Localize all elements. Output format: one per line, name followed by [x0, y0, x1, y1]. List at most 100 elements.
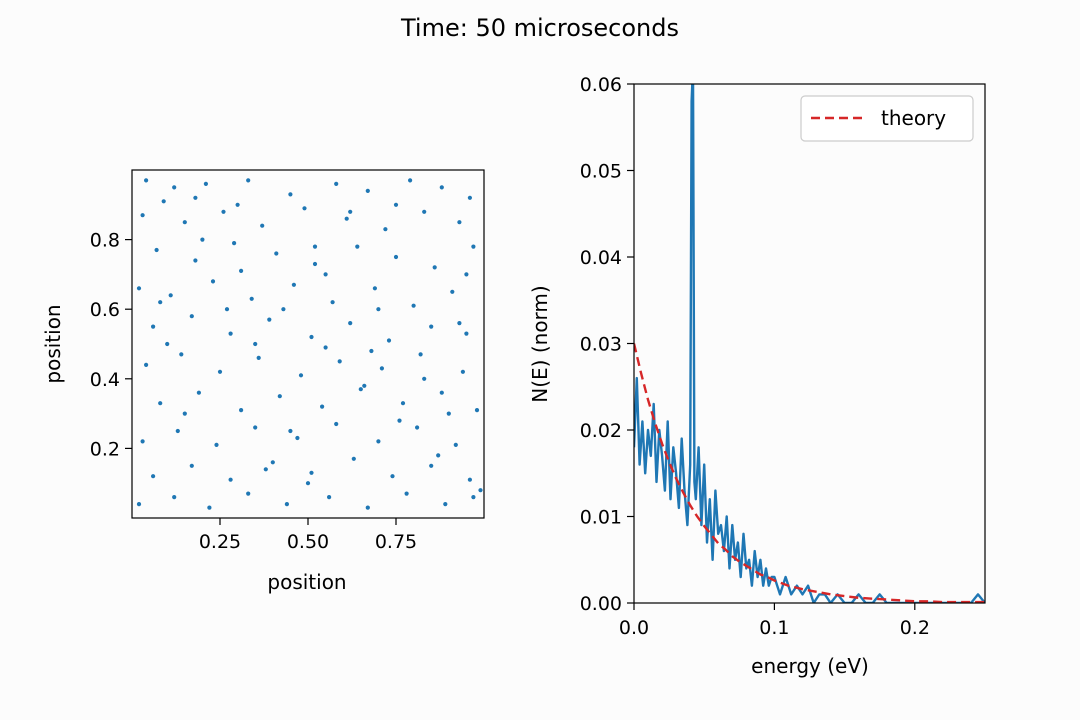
scatter-point [207, 505, 212, 510]
scatter-point [379, 366, 384, 371]
scatter-point [302, 206, 307, 211]
scatter-point [182, 411, 187, 416]
scatter-point [158, 300, 163, 305]
scatter-point [210, 279, 216, 284]
energy-x-label: energy (eV) [751, 654, 869, 678]
scatter-point [158, 401, 163, 406]
spectrum-series-line [634, 84, 985, 603]
scatter-point [404, 491, 409, 496]
scatter-point [355, 244, 360, 249]
scatter-point [172, 495, 177, 500]
scatter-point [161, 199, 166, 204]
scatter-point [408, 178, 413, 183]
scatter-point [429, 463, 434, 468]
energy-x-tick-label: 0.2 [900, 617, 930, 639]
scatter-point [277, 394, 282, 399]
scatter-point [182, 220, 187, 225]
energy-plot: 0.0 0.1 0.2 0.00 0.01 0.02 0.03 0.04 0.05 0.06 e… [528, 74, 986, 678]
energy-x-tick-label: 0.1 [759, 617, 789, 639]
scatter-point [478, 488, 483, 493]
scatter-point [136, 502, 142, 507]
energy-x-tick-label: 0.0 [619, 617, 649, 639]
scatter-point [457, 321, 462, 326]
scatter-point [217, 369, 223, 374]
scatter-point [253, 425, 258, 430]
scatter-point [239, 408, 244, 413]
scatter-point [305, 481, 311, 486]
scatter-point [312, 261, 318, 267]
scatter-point [246, 178, 251, 183]
scatter-point [376, 439, 381, 444]
scatter-point [140, 439, 145, 444]
scatter-point [284, 502, 289, 507]
scatter-point [348, 209, 353, 214]
scatter-point [179, 352, 184, 357]
scatter-point [358, 387, 363, 392]
energy-y-tick-label: 0.02 [580, 420, 622, 442]
scatter-point [224, 307, 230, 312]
scatter-point [193, 195, 198, 200]
scatter-point [288, 428, 293, 434]
scatter-x-label: position [267, 570, 346, 594]
scatter-point [393, 254, 399, 260]
scatter-point [397, 418, 402, 423]
energy-y-label: N(E) (norm) [528, 285, 552, 402]
scatter-point [291, 282, 296, 287]
scatter-point [365, 505, 370, 510]
scatter-point [175, 428, 180, 434]
scatter-y-tick-label: 0.8 [90, 230, 120, 252]
energy-y-tick-label: 0.05 [580, 161, 622, 183]
scatter-point [312, 244, 318, 249]
scatter-point [439, 390, 444, 395]
scatter-point [418, 352, 423, 357]
legend: theory [800, 95, 974, 142]
scatter-point [144, 362, 149, 367]
scatter-point [200, 237, 205, 242]
scatter-point [348, 321, 353, 326]
scatter-point [253, 341, 258, 347]
scatter-point [193, 258, 198, 263]
scatter-point [400, 401, 406, 406]
scatter-point [165, 341, 170, 347]
scatter-point [136, 286, 142, 291]
scatter-y-ticks: 0.2 0.4 0.6 0.8 [90, 230, 132, 460]
scatter-point [228, 331, 233, 336]
scatter-y-label: position [41, 304, 65, 383]
scatter-point [327, 495, 332, 500]
figure-title: Time: 50 microseconds [400, 14, 679, 42]
scatter-point [221, 209, 226, 214]
scatter-point [323, 272, 328, 277]
scatter-point [383, 227, 388, 232]
scatter-point [422, 209, 427, 214]
scatter-point [263, 467, 268, 472]
energy-y-tick-label: 0.00 [580, 593, 622, 615]
scatter-point [471, 244, 476, 249]
scatter-points [136, 178, 483, 510]
scatter-point [249, 296, 254, 301]
scatter-point [323, 345, 328, 350]
scatter-point [270, 460, 275, 465]
scatter-x-ticks: 0.25 0.50 0.75 [199, 518, 417, 553]
scatter-point [232, 241, 237, 246]
scatter-point [246, 491, 251, 496]
scatter-point [239, 268, 244, 273]
scatter-point [168, 293, 173, 298]
scatter-point [151, 324, 156, 329]
scatter-point [460, 369, 465, 374]
scatter-point [140, 213, 145, 218]
energy-y-tick-label: 0.06 [580, 74, 622, 96]
scatter-point [467, 477, 472, 482]
scatter-point [471, 495, 476, 500]
scatter-point [390, 474, 395, 479]
scatter-point [228, 477, 233, 482]
energy-y-tick-label: 0.03 [580, 334, 622, 356]
scatter-point [235, 202, 240, 207]
scatter-point [309, 470, 314, 475]
scatter-point [439, 185, 444, 190]
scatter-point [415, 425, 420, 430]
scatter-point [464, 331, 469, 336]
scatter-point [365, 188, 370, 193]
legend-box [800, 95, 974, 142]
scatter-point [443, 502, 448, 507]
